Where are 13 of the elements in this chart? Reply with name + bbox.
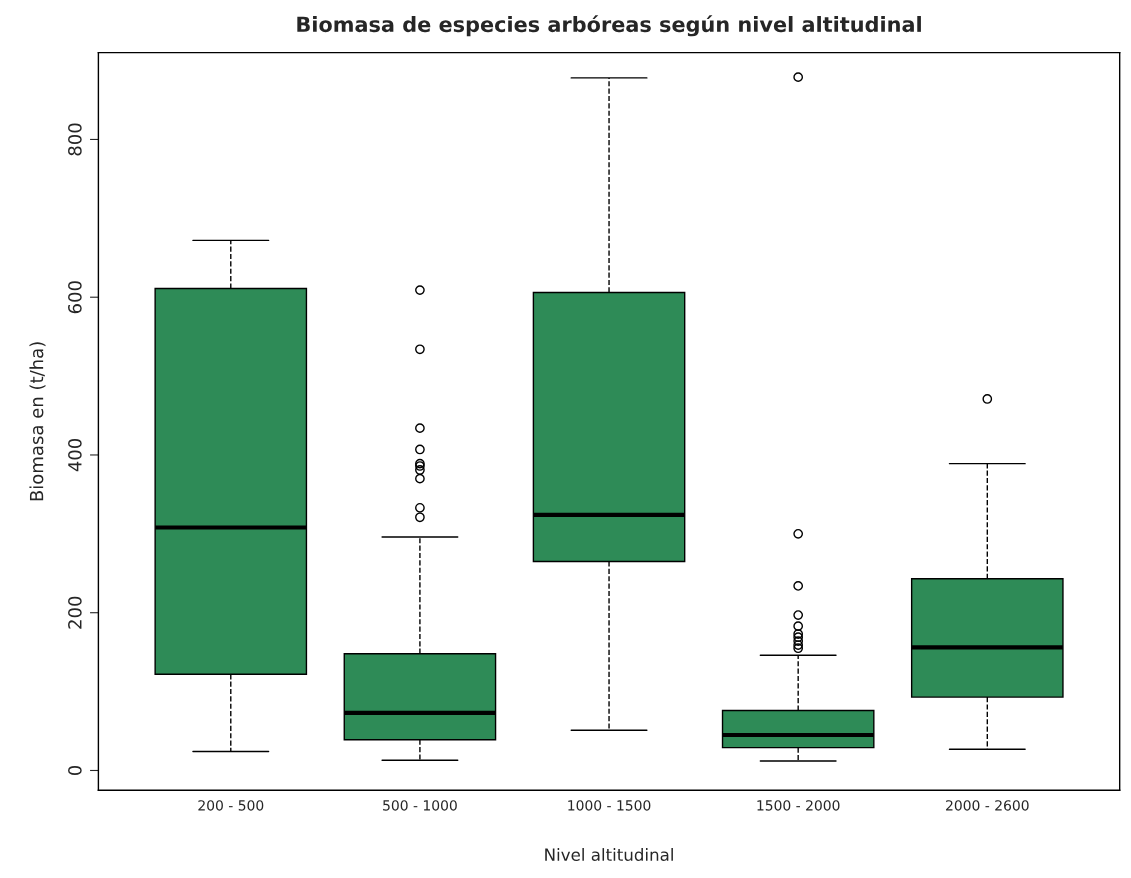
x-tick-label: 500 - 1000 xyxy=(383,800,457,811)
x-tick-label: 1000 - 1500 xyxy=(568,800,651,811)
y-tick-label: 800 xyxy=(68,123,82,156)
x-tick-label: 1500 - 2000 xyxy=(757,800,840,811)
chart-title: Biomasa de especies arbóreas según nivel altitudinal xyxy=(297,15,921,37)
x-tick-label: 2000 - 2600 xyxy=(946,800,1029,811)
x-tick-label: 200 - 500 xyxy=(198,800,264,811)
y-tick-label: 400 xyxy=(68,438,82,472)
y-axis-title: Biomasa en (t/ha) xyxy=(29,342,46,501)
y-tick-label: 600 xyxy=(68,281,82,314)
y-tick-label: 200 xyxy=(68,596,82,629)
y-tick-label: 0 xyxy=(68,765,82,776)
x-axis-title: Nivel altitudinal xyxy=(545,848,673,861)
